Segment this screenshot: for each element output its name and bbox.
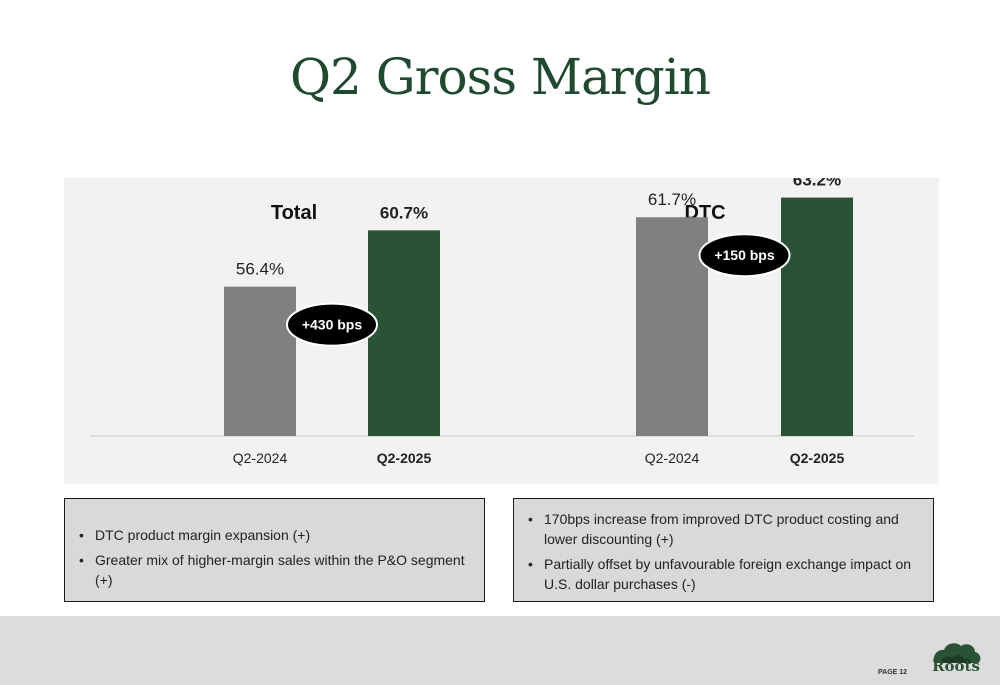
chart-title: Total xyxy=(271,202,317,224)
tick-label: Q2-2025 xyxy=(377,450,432,466)
note-item: 170bps increase from improved DTC produc… xyxy=(514,509,913,549)
bar xyxy=(781,197,853,436)
page-title: Q2 Gross Margin xyxy=(290,48,711,106)
note-item: Partially offset by unfavourable foreign… xyxy=(514,554,913,594)
note-item: DTC product margin expansion (+) xyxy=(65,525,484,545)
notes-box-total: DTC product margin expansion (+) Greater… xyxy=(64,498,485,602)
change-badge xyxy=(698,233,791,278)
tick-label: Q2-2025 xyxy=(790,450,845,466)
note-item: Greater mix of higher-margin sales withi… xyxy=(65,550,484,590)
footer-band xyxy=(0,616,1000,685)
bar xyxy=(368,230,440,436)
beaver-logo-icon xyxy=(933,643,981,663)
data-label: 63.2% xyxy=(793,178,841,190)
change-badge-label: +430 bps xyxy=(302,317,363,333)
data-label: 56.4% xyxy=(236,260,284,279)
change-badge xyxy=(286,302,378,347)
notes-box-dtc: 170bps increase from improved DTC produc… xyxy=(513,498,934,602)
chart-panel: Total 56.4% Q2-2024 60.7% Q2-2025 +430 bps DTC… xyxy=(64,178,939,484)
change-badge-label: +150 bps xyxy=(714,247,775,263)
brand-logo-text: Roots xyxy=(932,657,980,675)
bar xyxy=(224,286,296,436)
bar xyxy=(636,217,708,436)
page-number: PAGE 12 xyxy=(878,669,908,676)
data-label: 60.7% xyxy=(380,203,428,222)
data-label: 61.7% xyxy=(648,190,696,209)
tick-label: Q2-2024 xyxy=(233,450,288,466)
tick-label: Q2-2024 xyxy=(645,450,700,466)
